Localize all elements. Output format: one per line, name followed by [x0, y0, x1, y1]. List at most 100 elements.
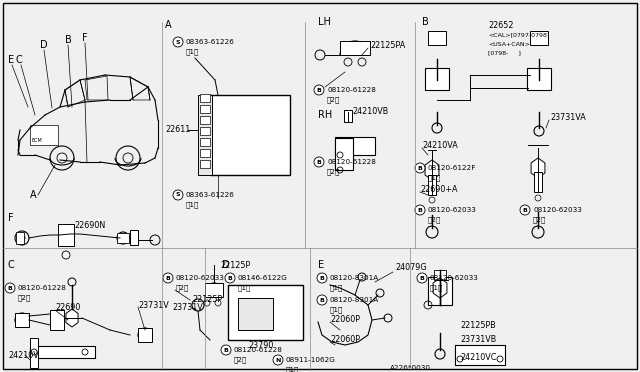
Text: 08120-62033: 08120-62033 — [176, 275, 225, 281]
Text: 08120-61228: 08120-61228 — [18, 285, 67, 291]
Circle shape — [415, 205, 425, 215]
Bar — [434, 270, 446, 280]
Bar — [335, 137, 375, 155]
Circle shape — [173, 37, 183, 47]
Bar — [428, 175, 436, 195]
Circle shape — [273, 355, 283, 365]
Circle shape — [163, 273, 173, 283]
Text: 08363-61226: 08363-61226 — [186, 39, 235, 45]
Bar — [58, 224, 74, 246]
Text: （1）: （1） — [430, 285, 444, 291]
Text: 08911-1062G: 08911-1062G — [286, 357, 336, 363]
Text: （2）: （2） — [234, 357, 248, 363]
Text: 22125PB: 22125PB — [460, 321, 496, 330]
Bar — [340, 41, 370, 55]
Text: （1）: （1） — [186, 49, 200, 55]
Bar — [200, 116, 210, 124]
Bar — [335, 138, 353, 170]
Circle shape — [314, 85, 324, 95]
Text: LH: LH — [318, 17, 331, 27]
Text: <CAL>[0797-0798]: <CAL>[0797-0798] — [488, 32, 549, 38]
Bar — [428, 277, 452, 305]
Text: 23731VA: 23731VA — [550, 113, 586, 122]
Circle shape — [415, 163, 425, 173]
Text: S: S — [176, 39, 180, 45]
Text: B: B — [422, 17, 429, 27]
Text: F: F — [82, 33, 88, 43]
Bar — [138, 328, 152, 342]
Circle shape — [314, 157, 324, 167]
Text: B: B — [166, 276, 170, 280]
Text: B: B — [417, 166, 422, 170]
Text: RH: RH — [318, 110, 332, 120]
Text: <USA+CAN>: <USA+CAN> — [488, 42, 530, 46]
Text: E: E — [318, 260, 324, 270]
Polygon shape — [531, 158, 545, 178]
Bar — [455, 345, 505, 365]
Text: B: B — [223, 347, 228, 353]
Circle shape — [317, 295, 327, 305]
Text: 08120-61228: 08120-61228 — [234, 347, 283, 353]
Text: 08120-61228: 08120-61228 — [327, 87, 376, 93]
Bar — [534, 172, 542, 192]
Text: B: B — [523, 208, 527, 212]
Text: 22611: 22611 — [165, 125, 190, 135]
Text: （2）: （2） — [18, 295, 31, 301]
Text: （2）: （2） — [428, 217, 442, 223]
Text: 24079G: 24079G — [395, 263, 427, 273]
Text: 24210V: 24210V — [8, 350, 39, 359]
Bar — [200, 94, 210, 102]
Text: （1）: （1） — [330, 307, 344, 313]
Text: B: B — [319, 276, 324, 280]
Text: （1）: （1） — [238, 285, 252, 291]
Text: B: B — [417, 208, 422, 212]
Text: 22060P: 22060P — [330, 336, 360, 344]
Text: 08120-61228: 08120-61228 — [327, 159, 376, 165]
Text: E: E — [8, 55, 14, 65]
Polygon shape — [425, 160, 439, 180]
Text: A: A — [30, 190, 36, 200]
Text: S: S — [176, 192, 180, 198]
Circle shape — [221, 345, 231, 355]
Text: 08146-6122G: 08146-6122G — [238, 275, 288, 281]
Bar — [117, 233, 129, 243]
Text: 22125P: 22125P — [192, 295, 222, 305]
Bar — [210, 95, 290, 175]
Circle shape — [173, 190, 183, 200]
Bar — [30, 346, 95, 358]
Text: D: D — [222, 260, 230, 270]
Circle shape — [225, 273, 235, 283]
Text: 08120-62033: 08120-62033 — [430, 275, 479, 281]
Text: F: F — [8, 213, 13, 223]
Bar — [228, 285, 303, 340]
Text: C: C — [16, 55, 23, 65]
Bar — [15, 313, 29, 327]
Text: 22690: 22690 — [55, 304, 81, 312]
Text: B: B — [317, 160, 321, 164]
Text: ECM: ECM — [31, 138, 42, 142]
Bar — [238, 298, 273, 330]
Text: 22690N: 22690N — [74, 221, 106, 230]
Text: B: B — [317, 87, 321, 93]
Text: 08120-62033: 08120-62033 — [428, 207, 477, 213]
Polygon shape — [66, 309, 78, 327]
Text: 24210VA: 24210VA — [422, 141, 458, 150]
Bar — [200, 127, 210, 135]
Bar — [198, 95, 212, 175]
Text: N: N — [275, 357, 281, 362]
Text: 23731V: 23731V — [172, 304, 203, 312]
Bar — [30, 125, 58, 145]
Text: 22125P: 22125P — [220, 260, 250, 269]
Bar — [50, 310, 64, 330]
Text: 23731VB: 23731VB — [460, 336, 496, 344]
Text: （1）: （1） — [330, 285, 344, 291]
Text: 22060P: 22060P — [330, 315, 360, 324]
Polygon shape — [433, 278, 447, 298]
Bar — [530, 31, 548, 45]
Text: B: B — [228, 276, 232, 280]
Text: B: B — [65, 35, 72, 45]
Bar — [30, 338, 38, 368]
Text: 08120-8301A: 08120-8301A — [330, 275, 380, 281]
Text: C: C — [8, 260, 15, 270]
Text: （1）: （1） — [286, 367, 300, 372]
